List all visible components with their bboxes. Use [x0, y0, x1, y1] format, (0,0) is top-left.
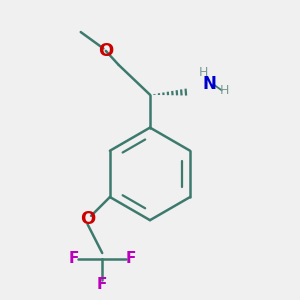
Text: H: H [220, 84, 229, 97]
Text: N: N [203, 75, 217, 93]
Text: F: F [69, 251, 79, 266]
Text: F: F [125, 251, 136, 266]
Text: O: O [98, 42, 113, 60]
Text: F: F [97, 278, 107, 292]
Text: H: H [199, 66, 208, 79]
Text: O: O [80, 210, 95, 228]
